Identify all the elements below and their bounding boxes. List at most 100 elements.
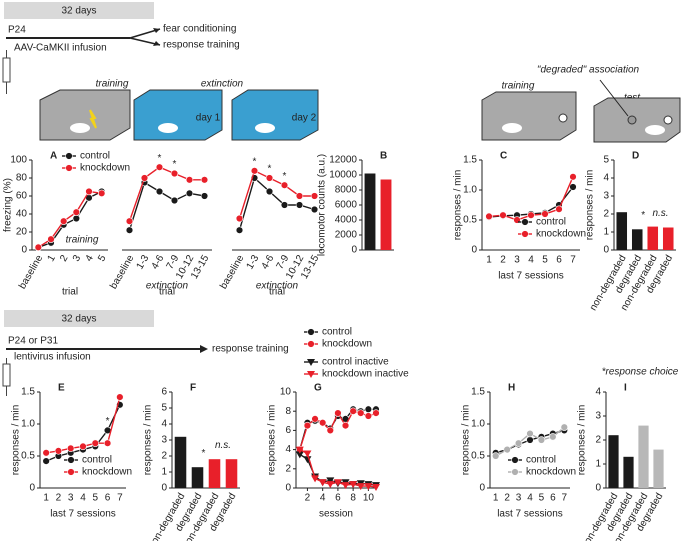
annotation: * <box>106 416 110 427</box>
illustration-note: "degraded" association <box>537 65 640 76</box>
marker <box>364 405 373 413</box>
duration: 32 days <box>61 6 96 17</box>
marker <box>349 407 357 415</box>
x-tick-label: 5 <box>542 255 548 266</box>
bar <box>662 227 674 250</box>
annotation: * <box>158 153 162 164</box>
marker <box>555 205 563 213</box>
marker <box>307 371 315 378</box>
legend-label: knockdown <box>80 163 130 174</box>
marker <box>521 218 529 226</box>
y-tick-label: 12000 <box>329 155 357 166</box>
marker <box>503 445 511 454</box>
x-tick-label: 2 <box>56 493 62 504</box>
x-tick-label: 7 <box>562 493 568 504</box>
x-tick-label: 2 <box>58 253 71 264</box>
y-axis-label: responses / min <box>143 405 154 476</box>
x-tick-label: 2 <box>305 493 311 504</box>
panel-label: F <box>190 383 196 394</box>
marker <box>140 174 149 182</box>
marker <box>295 446 304 454</box>
annotation: * <box>253 156 257 167</box>
marker <box>125 226 134 234</box>
y-tick-label: 1 <box>595 459 601 470</box>
marker <box>310 205 319 214</box>
y-tick-label: 5 <box>603 155 609 166</box>
y-tick-label: 0.5 <box>21 451 35 462</box>
y-tick-label: 1 <box>161 467 167 478</box>
marker <box>521 230 529 238</box>
age: P24 or P31 <box>8 336 58 347</box>
marker <box>511 468 519 476</box>
marker <box>200 176 209 184</box>
x-tick-label: 4 <box>528 255 534 266</box>
x-tick-label: 10 <box>363 493 375 504</box>
bar <box>638 425 649 488</box>
marker <box>333 479 342 487</box>
y-tick-label: 0 <box>595 483 601 494</box>
marker <box>235 214 244 223</box>
legend-label: control <box>536 217 566 228</box>
panel-label: D <box>632 151 639 162</box>
marker <box>364 412 373 420</box>
x-tick-label: 4-6 <box>150 253 167 271</box>
marker <box>311 415 319 423</box>
arrow-head <box>153 28 160 33</box>
legend-label: knockdown <box>536 229 586 240</box>
y-tick-label: 4 <box>161 419 167 430</box>
subtitle: training <box>66 235 99 246</box>
y-tick-label: 40 <box>16 209 28 220</box>
outcome: response training <box>212 344 289 355</box>
marker <box>511 456 519 464</box>
marker <box>318 479 327 487</box>
marker <box>280 181 289 189</box>
marker <box>372 484 380 492</box>
marker <box>65 164 73 172</box>
syringe <box>2 358 11 396</box>
x-tick-label: 6 <box>335 493 341 504</box>
x-tick-label: 3 <box>71 253 84 264</box>
y-tick-label: 2 <box>603 209 609 220</box>
y-tick-label: 0 <box>603 245 609 256</box>
bar <box>631 229 643 250</box>
y-tick-label: 0.5 <box>471 451 485 462</box>
x-tick-label: 7 <box>117 493 123 504</box>
marker <box>185 176 194 184</box>
marker <box>318 419 327 427</box>
marker <box>250 167 259 175</box>
y-tick-label: 0.5 <box>463 215 477 226</box>
x-tick-label: 3 <box>514 255 520 266</box>
legend-label: control <box>526 455 556 466</box>
x-tick-label: 1-3 <box>135 253 152 271</box>
y-tick-label: 10 <box>280 387 292 398</box>
x-tick-label: baseline <box>218 253 246 291</box>
marker <box>341 482 350 490</box>
bar <box>380 179 392 250</box>
x-tick-label: 1 <box>46 253 59 264</box>
y-tick-label: 3 <box>603 191 609 202</box>
duration: 32 days <box>61 314 96 325</box>
y-tick-label: 6 <box>285 425 291 436</box>
y-tick-label: 0 <box>21 245 27 256</box>
x-tick-label: 4 <box>80 493 86 504</box>
marker <box>54 447 63 455</box>
day-label: day 1 <box>196 113 221 124</box>
x-tick-label: baseline <box>108 253 136 291</box>
x-axis-label: last 7 sessions <box>50 509 116 520</box>
x-tick-label: 2 <box>500 255 506 266</box>
x-axis-label: last 7 sessions <box>497 509 563 520</box>
marker <box>155 187 164 196</box>
marker <box>47 235 55 243</box>
procedure: lentivirus infusion <box>14 352 91 363</box>
marker <box>303 450 312 458</box>
y-tick-label: 0 <box>351 245 357 256</box>
x-tick-label: 3 <box>516 493 522 504</box>
marker <box>170 169 179 178</box>
marker <box>34 243 43 252</box>
marker <box>85 187 93 196</box>
bar <box>364 173 376 250</box>
legend-label: control <box>322 327 352 338</box>
marker <box>65 152 73 160</box>
y-tick-label: 0 <box>471 245 477 256</box>
